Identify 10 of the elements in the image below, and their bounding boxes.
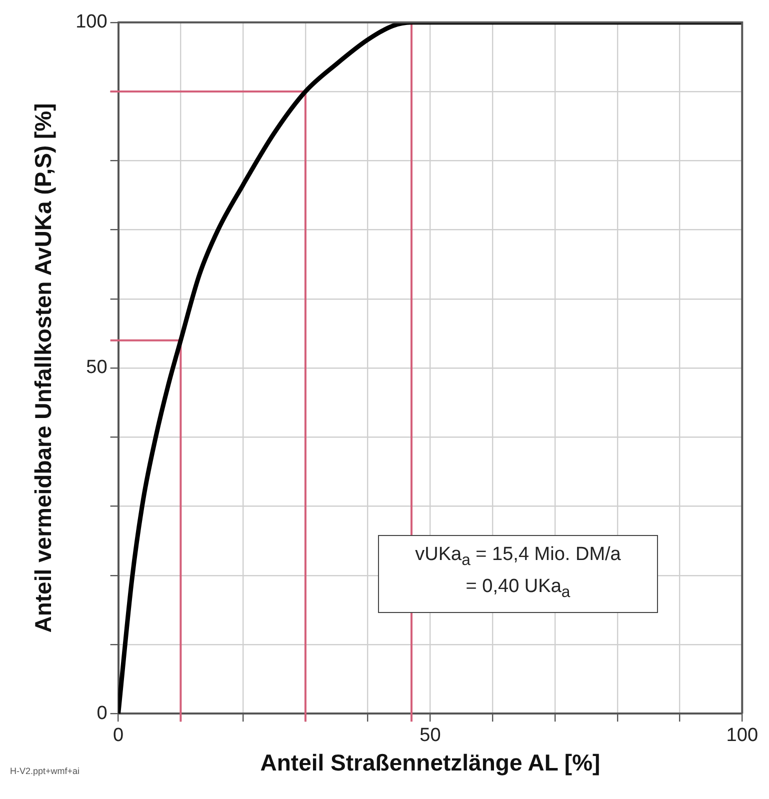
x-tick-label: 0 xyxy=(113,725,124,746)
text-box: vUKa$_{a}$ = 15,4 Mio. DM/a = 0,40 UKa$_{a}$ xyxy=(378,535,658,613)
y-tick-label: 100 xyxy=(76,12,108,33)
x-tick-label: 50 xyxy=(420,725,441,746)
y-tick-label: 50 xyxy=(86,357,108,378)
x-tick-label: 100 xyxy=(726,725,758,746)
text: H-V2.ppt+wmf+ai xyxy=(10,766,80,776)
y-axis-title: Anteil vermeidbare Unfallkosten AvUKa (P,S) [%] xyxy=(30,103,56,633)
y-tick-label: 0 xyxy=(96,702,108,724)
x-axis-title: Anteil Straßennetzlänge AL [%] xyxy=(260,750,600,776)
